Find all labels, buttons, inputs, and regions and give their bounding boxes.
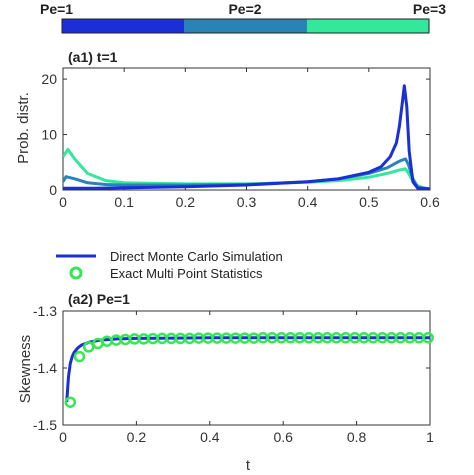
a2-marker-point <box>73 350 86 363</box>
a1-xtick-label: 0.2 <box>176 194 196 210</box>
a1-ytick-label: 20 <box>41 71 57 87</box>
a1-xtick-label: 0 <box>59 194 67 210</box>
a1-ytick-label: 10 <box>41 127 57 143</box>
legend-label-2: Exact Multi Point Statistics <box>110 266 263 281</box>
colorbar-label-3: Pe=3 <box>413 1 446 17</box>
colorbar-label-2: Pe=2 <box>228 1 261 17</box>
panel-a2-xlabel: t <box>246 457 251 474</box>
a2-frame <box>62 310 431 426</box>
legend: Direct Monte Carlo Simulation Exact Mult… <box>56 249 283 281</box>
a2-ytick-label: -1.4 <box>33 360 57 376</box>
a2-xtick-label: 0.4 <box>200 429 220 445</box>
panel-a2-plot-area: 0 0.2 0.4 0.6 0.8 1 -1.5 -1.4 -1.3 <box>33 303 434 445</box>
a2-marker-point <box>422 332 434 344</box>
a2-ytick-label: -1.5 <box>33 417 57 433</box>
panel-a1-title: (a1) t=1 <box>68 49 118 65</box>
colorbar-segment-3 <box>307 19 429 33</box>
colorbar-segment-2 <box>184 19 307 33</box>
colorbar-label-1: Pe=1 <box>40 1 73 17</box>
a1-xtick-label: 0.1 <box>114 194 134 210</box>
panel-a1-plot-area: 0 0.1 0.2 0.3 0.4 0.5 0.6 0 10 20 <box>41 67 440 210</box>
a2-ytick-label: -1.3 <box>33 303 57 319</box>
a1-xtick-label: 0.6 <box>420 194 440 210</box>
a1-ytick-label: 0 <box>49 182 57 198</box>
a2-xtick-label: 0.8 <box>347 429 367 445</box>
a2-series-line <box>65 336 430 403</box>
a2-marker-point <box>64 396 77 408</box>
legend-label-1: Direct Monte Carlo Simulation <box>110 249 283 264</box>
colorbar-frame <box>61 18 430 34</box>
a2-marker-point <box>82 341 95 353</box>
a1-series-line <box>63 84 430 190</box>
a2-xtick-label: 0 <box>59 429 67 445</box>
a1-xtick-label: 0.3 <box>237 194 257 210</box>
panel-a2: (a2) Pe=1 0 0.2 0.4 0.6 0.8 1 -1.5 -1.4 -1.3 Ske… <box>17 249 434 474</box>
colorbar-segment-1 <box>62 19 184 33</box>
legend-swatch-circle <box>69 266 83 280</box>
panel-a2-title: (a2) Pe=1 <box>68 291 130 307</box>
panel-a1-ylabel: Prob. distr. <box>15 92 32 164</box>
panel-a2-ylabel: Skewness <box>17 335 34 403</box>
a2-xtick-label: 0.2 <box>127 429 147 445</box>
colorbar: Pe=1 Pe=2 Pe=3 <box>40 1 446 34</box>
a2-xtick-label: 1 <box>426 429 434 445</box>
a1-xtick-label: 0.4 <box>298 194 318 210</box>
a2-xtick-label: 0.6 <box>273 429 293 445</box>
a1-xtick-label: 0.5 <box>359 194 379 210</box>
panel-a1: (a1) t=1 0 0.1 0.2 0.3 0.4 0.5 0.6 0 10 20 Prob. … <box>15 49 440 210</box>
